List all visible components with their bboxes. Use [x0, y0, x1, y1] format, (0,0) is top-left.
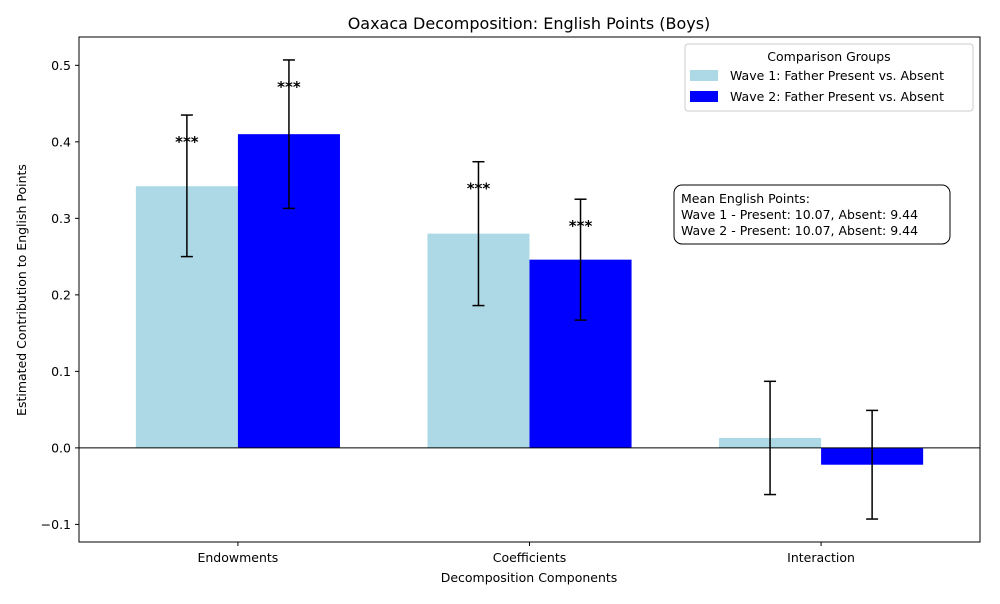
y-tick-label-2: 0.1	[51, 364, 71, 379]
significance-label-s0-c0: ***	[175, 133, 199, 151]
annotation-line-2: Wave 2 - Present: 10.07, Absent: 9.44	[681, 223, 918, 238]
significance-label-s0-c1: ***	[467, 180, 491, 198]
significance-label-s1-c1: ***	[569, 217, 593, 235]
y-tick-label-0: −0.1	[41, 517, 71, 532]
annotation-box	[673, 184, 951, 245]
significance-label-s1-c0: ***	[277, 78, 301, 96]
x-axis-label: Decomposition Components	[441, 570, 618, 585]
y-tick-label-1: 0.0	[51, 440, 71, 455]
legend-label-1: Wave 2: Father Present vs. Absent	[730, 89, 944, 104]
plot-layer: *** *** *** *** −0.1 0.0 0.1 0.2 0.3 0.4 0.5 Endowm…	[41, 36, 981, 565]
legend-swatch-0	[690, 70, 718, 81]
legend-swatch-1	[690, 91, 718, 102]
y-tick-label-3: 0.2	[51, 287, 71, 302]
x-tick-label-2: Interaction	[787, 550, 855, 565]
annotation-line-1: Wave 1 - Present: 10.07, Absent: 9.44	[681, 207, 918, 222]
y-tick-label-4: 0.3	[51, 211, 71, 226]
y-axis-label: Estimated Contribution to English Points	[14, 164, 29, 416]
chart-title: Oaxaca Decomposition: English Points (Bo…	[348, 14, 711, 33]
legend-box	[684, 43, 974, 112]
legend-label-0: Wave 1: Father Present vs. Absent	[730, 68, 944, 83]
legend-title: Comparison Groups	[767, 49, 890, 64]
x-tick-label-0: Endowments	[197, 550, 278, 565]
y-tick-label-6: 0.5	[51, 58, 71, 73]
annotation-line-0: Mean English Points:	[681, 191, 810, 206]
x-tick-label-1: Coefficients	[493, 550, 567, 565]
y-tick-label-5: 0.4	[51, 134, 71, 149]
